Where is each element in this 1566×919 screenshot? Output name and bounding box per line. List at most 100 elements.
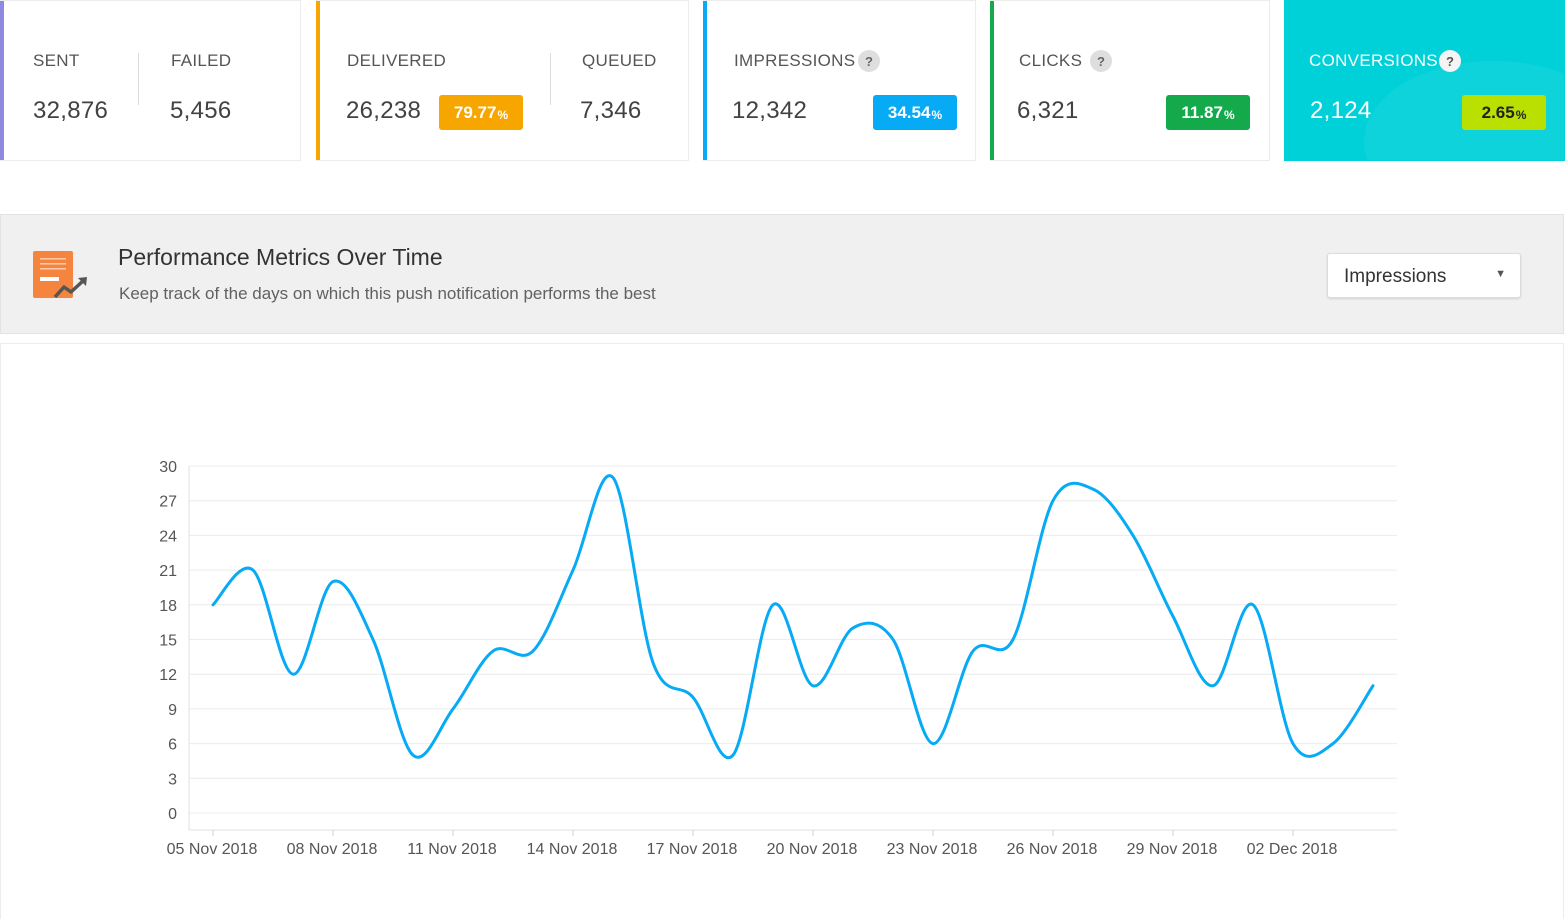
help-icon[interactable]: ? (858, 50, 880, 72)
delivered-label: DELIVERED (347, 51, 447, 70)
sent-value: 32,876 (33, 97, 109, 124)
y-tick-label: 30 (159, 459, 177, 476)
data-point (970, 648, 976, 654)
card-accent-bar (990, 1, 994, 160)
delivered-value: 26,238 (346, 97, 422, 124)
divider (550, 53, 551, 105)
data-point (1210, 683, 1216, 689)
card-accent-bar (316, 1, 320, 160)
data-point (610, 475, 616, 481)
card-accent-bar (703, 1, 707, 160)
help-icon[interactable]: ? (1439, 50, 1461, 72)
data-point (1170, 613, 1176, 619)
data-point (570, 567, 576, 573)
failed-value: 5,456 (170, 97, 232, 124)
delivered-rate-badge: 79.77% (439, 95, 523, 130)
data-point (1250, 602, 1256, 608)
badge-value: 2.65 (1481, 102, 1515, 122)
badge-percent-sign: % (1223, 107, 1235, 122)
performance-panel-header: Performance Metrics Over Time Keep track… (0, 214, 1564, 334)
data-point (810, 683, 816, 689)
y-tick-label: 24 (159, 528, 177, 545)
data-point (450, 706, 456, 712)
data-point (1130, 532, 1136, 538)
metric-select[interactable]: Impressions ▼ (1327, 253, 1521, 298)
stat-card-clicks: CLICKS ? 6,321 11.87% (990, 0, 1270, 161)
conversions-value: 2,124 (1310, 97, 1372, 124)
x-tick-label: 05 Nov 2018 (167, 841, 258, 858)
impressions-label: IMPRESSIONS (734, 51, 856, 70)
x-tick-label: 17 Nov 2018 (647, 841, 738, 858)
sent-label: SENT (33, 51, 80, 70)
data-point (370, 637, 376, 643)
data-point (930, 741, 936, 747)
badge-percent-sign: % (1515, 107, 1527, 122)
clicks-rate-badge: 11.87% (1166, 95, 1250, 130)
divider (138, 53, 139, 105)
stat-card-impressions: IMPRESSIONS ? 12,342 34.54% (703, 0, 976, 161)
data-point (850, 625, 856, 631)
x-tick-label: 26 Nov 2018 (1007, 841, 1098, 858)
panel-title: Performance Metrics Over Time (118, 244, 443, 270)
x-tick-label: 11 Nov 2018 (407, 841, 497, 858)
x-tick-label: 14 Nov 2018 (527, 841, 618, 858)
y-tick-label: 12 (159, 667, 177, 684)
stat-card-conversions: CONVERSIONS ? 2,124 2.65% (1284, 0, 1565, 161)
y-tick-label: 15 (159, 633, 177, 650)
y-tick-label: 21 (159, 563, 177, 580)
data-point (1010, 637, 1016, 643)
x-tick-label: 08 Nov 2018 (287, 841, 378, 858)
y-tick-label: 18 (159, 598, 177, 615)
queued-label: QUEUED (582, 51, 657, 70)
y-tick-label: 9 (168, 702, 177, 719)
badge-percent-sign: % (931, 107, 943, 122)
clicks-label: CLICKS (1019, 51, 1083, 70)
impressions-series-line (211, 474, 1375, 760)
data-point (250, 567, 256, 573)
x-tick-label: 29 Nov 2018 (1127, 841, 1218, 858)
stat-card-delivered-queued: DELIVERED 26,238 79.77% QUEUED 7,346 (316, 0, 689, 161)
badge-percent-sign: % (497, 107, 509, 122)
data-point (290, 671, 296, 677)
data-point (1090, 486, 1096, 492)
impressions-rate-badge: 34.54% (873, 95, 957, 130)
impressions-value: 12,342 (732, 97, 808, 124)
metric-select-value: Impressions (1344, 266, 1447, 287)
x-tick-label: 02 Dec 2018 (1247, 841, 1338, 858)
data-point (210, 602, 216, 608)
data-point (410, 752, 416, 758)
data-point (1330, 741, 1336, 747)
data-point (490, 648, 496, 654)
conversions-label: CONVERSIONS (1309, 51, 1438, 70)
data-point (690, 694, 696, 700)
data-point (1290, 741, 1296, 747)
badge-value: 11.87 (1181, 102, 1223, 122)
impressions-line-chart: 0 3 6 9 12 15 18 21 24 27 30 05 Nov 2018 08 Nov 2018… (159, 459, 1397, 858)
y-tick-label: 6 (168, 737, 177, 754)
badge-value: 79.77 (453, 102, 497, 122)
conversions-rate-badge: 2.65% (1462, 95, 1546, 130)
data-point (330, 579, 336, 585)
x-tick-label: 23 Nov 2018 (887, 841, 978, 858)
y-tick-label: 0 (168, 806, 177, 823)
chart-container: 0 3 6 9 12 15 18 21 24 27 30 05 Nov 2018 08 Nov 2018… (0, 343, 1564, 919)
help-icon[interactable]: ? (1090, 50, 1112, 72)
queued-value: 7,346 (580, 97, 642, 124)
clicks-value: 6,321 (1017, 97, 1079, 124)
stat-card-sent-failed: SENT 32,876 FAILED 5,456 (0, 0, 301, 161)
data-point (890, 637, 896, 643)
failed-label: FAILED (171, 51, 232, 70)
y-tick-label: 3 (168, 771, 177, 788)
data-point (650, 660, 656, 666)
panel-subtitle: Keep track of the days on which this pus… (119, 284, 656, 303)
x-tick-label: 20 Nov 2018 (767, 841, 858, 858)
y-tick-label: 27 (159, 494, 177, 511)
data-point (1370, 683, 1376, 689)
data-point (770, 602, 776, 608)
badge-value: 34.54 (887, 102, 931, 122)
data-point (730, 752, 736, 758)
chevron-down-icon: ▼ (1495, 268, 1506, 280)
data-point (530, 648, 536, 654)
data-point (1050, 498, 1056, 504)
card-accent-bar (0, 1, 4, 160)
